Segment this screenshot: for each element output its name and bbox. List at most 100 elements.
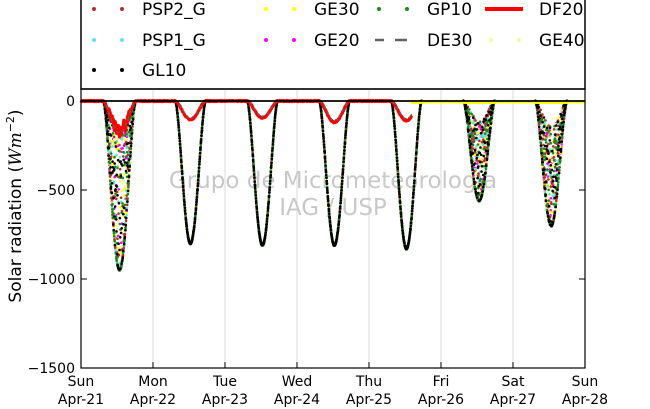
data-point <box>121 253 125 257</box>
data-point <box>125 211 128 215</box>
legend-marker <box>120 7 124 11</box>
data-point <box>131 125 134 128</box>
data-point <box>541 113 544 116</box>
legend-entry-de30: DE30 <box>375 31 472 51</box>
data-point <box>119 196 123 199</box>
legend-marker <box>489 38 493 42</box>
watermark-line-2: IAG / USP <box>279 195 387 221</box>
data-point <box>119 241 123 244</box>
legend-entry-gl10: GL10 <box>92 61 186 81</box>
watermark-line-1: Grupo de Micrometeorologia <box>169 168 497 194</box>
legend-entry-ge30: GE30 <box>264 0 360 20</box>
data-point <box>111 145 114 148</box>
legend-marker <box>92 38 96 42</box>
data-point <box>108 142 111 146</box>
data-point <box>112 180 116 183</box>
data-point <box>119 206 122 209</box>
data-point <box>116 237 119 241</box>
data-point <box>478 123 482 127</box>
data-point <box>474 151 477 154</box>
legend-marker <box>292 38 296 42</box>
data-point <box>112 135 116 139</box>
legend-marker <box>120 38 124 42</box>
legend-marker <box>264 7 268 11</box>
data-point <box>112 142 115 146</box>
legend-label: GP10 <box>427 0 472 20</box>
data-point <box>549 185 553 188</box>
data-point <box>117 220 120 223</box>
data-point <box>481 143 485 146</box>
data-point <box>549 196 553 200</box>
legend-entry-psp1-g: PSP1_G <box>92 31 206 51</box>
data-point <box>476 162 479 165</box>
legend: PSP2_G GE30 GP10 DF20 PSP1_G GE20 DE30 GE40 GL10 <box>80 0 586 90</box>
data-point <box>123 187 126 190</box>
legend-marker <box>92 68 96 72</box>
data-point <box>475 133 479 137</box>
data-point <box>551 145 555 148</box>
legend-marker <box>264 38 268 42</box>
legend-label: GE30 <box>314 0 360 20</box>
data-point <box>113 246 117 249</box>
data-point <box>548 168 552 171</box>
data-point <box>125 203 129 207</box>
legend-frame <box>80 0 586 90</box>
data-point <box>483 159 486 163</box>
data-point <box>126 197 129 201</box>
data-point <box>547 178 550 181</box>
legend-label: GL10 <box>142 61 186 81</box>
data-point <box>121 172 124 176</box>
data-point <box>481 157 485 160</box>
legend-entry-ge40: GE40 <box>489 31 585 51</box>
data-point <box>121 147 124 150</box>
data-point <box>544 134 548 138</box>
data-point <box>118 156 122 159</box>
legend-label: PSP1_G <box>142 31 206 51</box>
data-point <box>120 179 123 183</box>
data-point <box>118 143 121 147</box>
data-point <box>471 147 475 150</box>
data-point <box>118 167 122 171</box>
data-point <box>115 197 118 201</box>
data-point <box>551 211 554 214</box>
data-point <box>117 188 120 191</box>
legend-entry-ge20: GE20 <box>264 31 360 51</box>
data-point <box>548 129 551 132</box>
data-point <box>478 157 482 160</box>
data-point <box>556 151 560 155</box>
data-point <box>473 132 477 135</box>
data-point <box>475 159 479 162</box>
legend-marker <box>92 7 96 11</box>
data-point <box>122 246 125 250</box>
data-point <box>548 193 551 196</box>
data-point <box>552 155 556 159</box>
data-point <box>481 138 485 141</box>
grid <box>152 89 514 368</box>
data-point <box>115 224 118 228</box>
data-point <box>546 184 550 188</box>
data-point <box>483 145 486 149</box>
legend-marker <box>405 7 409 11</box>
watermark: Grupo de Micrometeorologia IAG / USP <box>169 168 497 221</box>
data-point <box>547 143 550 146</box>
data-point <box>550 130 553 133</box>
data-point <box>112 182 116 185</box>
data-point <box>472 122 475 125</box>
data-point <box>116 246 120 250</box>
data-point <box>479 142 482 146</box>
legend-marker <box>377 7 381 11</box>
legend-entry-psp2-g: PSP2_G <box>92 0 206 20</box>
data-point <box>116 234 120 238</box>
data-point <box>475 145 478 148</box>
data-point <box>122 194 126 197</box>
data-point <box>475 183 479 186</box>
data-point <box>121 181 124 185</box>
data-point <box>122 208 126 212</box>
data-point <box>477 172 480 175</box>
legend-label: DF20 <box>539 0 584 20</box>
data-point <box>124 221 127 225</box>
data-point <box>546 175 550 178</box>
data-point <box>116 142 119 145</box>
data-point <box>550 182 554 185</box>
